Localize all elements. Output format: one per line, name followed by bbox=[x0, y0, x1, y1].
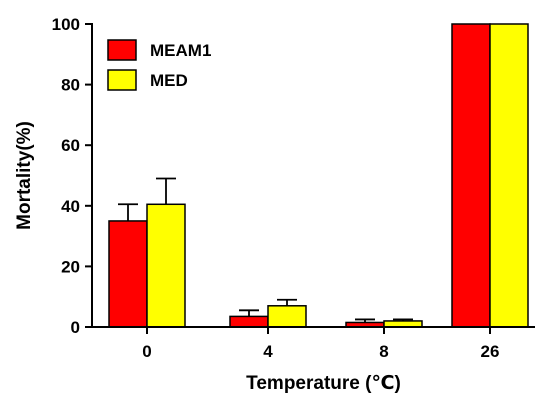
legend-swatch-med bbox=[107, 69, 137, 91]
x-tick-label: 26 bbox=[481, 342, 500, 361]
legend: MEAM1 MED bbox=[107, 39, 211, 91]
x-tick-label: 4 bbox=[263, 342, 273, 361]
x-tick-label: 0 bbox=[142, 342, 151, 361]
y-tick-label: 20 bbox=[61, 257, 80, 276]
bar-meam1-26 bbox=[451, 23, 491, 328]
y-tick-label: 40 bbox=[61, 197, 80, 216]
y-tick-label: 80 bbox=[61, 76, 80, 95]
y-tick-label: 60 bbox=[61, 136, 80, 155]
bar-meam1-0 bbox=[108, 220, 148, 328]
bar-med-0 bbox=[146, 203, 186, 328]
y-axis-label: Mortality(%) bbox=[14, 121, 35, 230]
bars-layer bbox=[108, 23, 529, 328]
legend-label-med: MED bbox=[150, 71, 188, 90]
bar-med-4 bbox=[267, 305, 307, 328]
y-ticks-layer: 0 20 40 60 80 100 bbox=[52, 15, 92, 337]
axes-layer bbox=[91, 23, 535, 328]
x-tick-label: 8 bbox=[379, 342, 388, 361]
x-ticks-layer: 0 4 8 26 bbox=[142, 327, 499, 361]
y-tick-label: 100 bbox=[52, 15, 80, 34]
bar-med-26 bbox=[489, 23, 529, 328]
x-axis-label: Temperature (℃) bbox=[246, 373, 401, 394]
bar-meam1-4 bbox=[229, 315, 269, 328]
error-bars-layer bbox=[118, 177, 413, 323]
legend-swatch-meam1 bbox=[107, 39, 137, 61]
legend-label-meam1: MEAM1 bbox=[150, 41, 211, 60]
y-tick-label: 0 bbox=[71, 318, 80, 337]
